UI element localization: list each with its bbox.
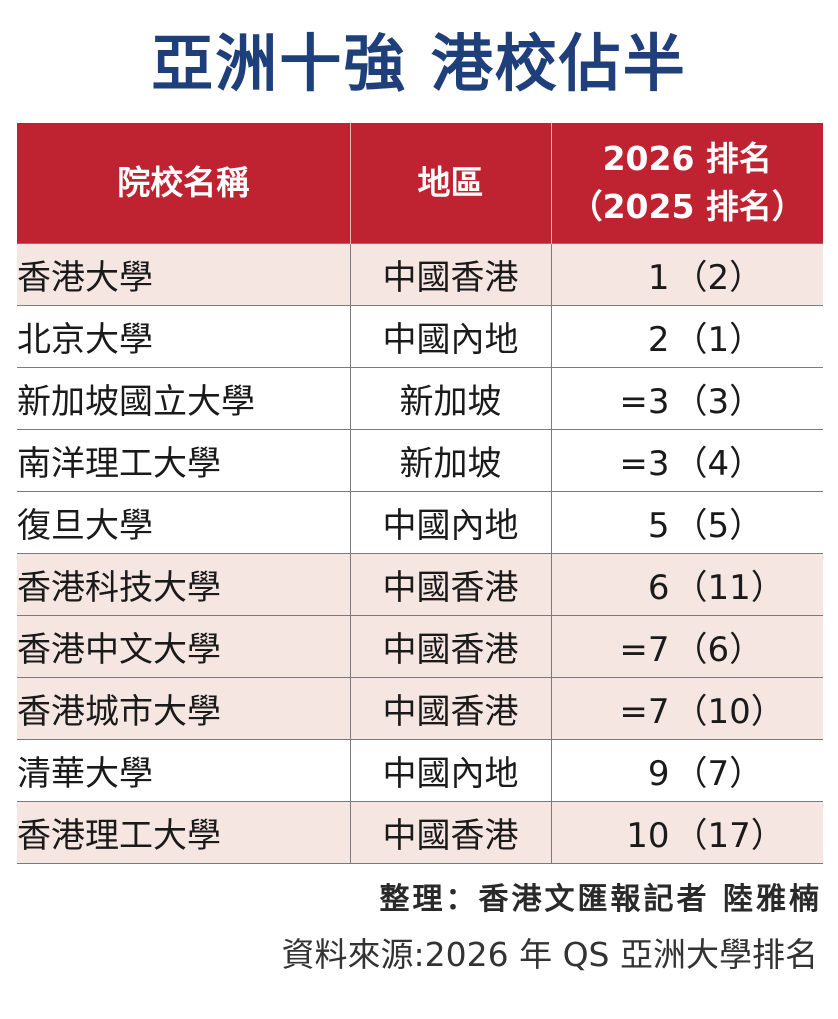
header-name: 院校名稱: [17, 123, 351, 244]
table-row: 南洋理工大學 新加坡 =3 （4）: [17, 429, 823, 492]
table-row: 復旦大學 中國內地 5 （5）: [17, 491, 823, 554]
cell-university-name: 南洋理工大學: [17, 429, 351, 492]
cell-rank: =7 （10）: [551, 677, 823, 740]
cell-region: 中國內地: [350, 491, 552, 554]
ranking-table: 院校名稱 地區 2026 排名 （2025 排名） 香港大學 中國香港 1 （2） 北京…: [17, 123, 823, 864]
rank-2025: （17）: [673, 816, 785, 856]
rank-2025: （2）: [673, 258, 764, 298]
rank-2026: 9: [647, 754, 670, 794]
rank-2026: 2: [647, 320, 670, 360]
table-row: 香港中文大學 中國香港 =7 （6）: [17, 615, 823, 678]
header-region: 地區: [350, 123, 552, 244]
cell-region: 中國香港: [350, 243, 552, 306]
table-row: 香港大學 中國香港 1 （2）: [17, 243, 823, 306]
rank-2026: =3: [619, 444, 670, 484]
cell-university-name: 香港中文大學: [17, 615, 351, 678]
cell-rank: 5 （5）: [551, 491, 823, 554]
cell-university-name: 香港科技大學: [17, 553, 351, 616]
cell-university-name: 香港理工大學: [17, 801, 351, 864]
cell-rank: 2 （1）: [551, 305, 823, 368]
cell-region: 新加坡: [350, 367, 552, 430]
header-rank-2026: 2026 排名: [602, 139, 772, 179]
cell-university-name: 新加坡國立大學: [17, 367, 351, 430]
cell-rank: =7 （6）: [551, 615, 823, 678]
cell-university-name: 復旦大學: [17, 491, 351, 554]
cell-university-name: 香港城市大學: [17, 677, 351, 740]
rank-2025: （5）: [673, 506, 764, 546]
rank-2025: （4）: [673, 444, 764, 484]
cell-region: 新加坡: [350, 429, 552, 492]
cell-rank: 1 （2）: [551, 243, 823, 306]
table-header-row: 院校名稱 地區 2026 排名 （2025 排名）: [17, 123, 823, 244]
table-row: 香港城市大學 中國香港 =7 （10）: [17, 677, 823, 740]
table-body: 香港大學 中國香港 1 （2） 北京大學 中國內地 2 （1） 新加坡國立大學 新加坡 =3 （3）南…: [17, 243, 823, 864]
table-row: 香港理工大學 中國香港 10 （17）: [17, 801, 823, 864]
page-title: 亞洲十強 港校佔半: [151, 27, 687, 100]
cell-rank: =3 （4）: [551, 429, 823, 492]
cell-university-name: 清華大學: [17, 739, 351, 802]
rank-2026: 10: [626, 816, 670, 856]
cell-university-name: 北京大學: [17, 305, 351, 368]
credit-line: 整理：香港文匯報記者 陸雅楠: [379, 882, 822, 917]
rank-2025: （1）: [673, 320, 764, 360]
rank-2025: （11）: [673, 568, 785, 608]
rank-2026: 1: [647, 258, 670, 298]
rank-2026: 6: [647, 568, 670, 608]
rank-2025: （6）: [673, 630, 764, 670]
cell-region: 中國內地: [350, 739, 552, 802]
rank-2026: =3: [619, 382, 670, 422]
table-row: 北京大學 中國內地 2 （1）: [17, 305, 823, 368]
cell-region: 中國香港: [350, 615, 552, 678]
source-line: 資料來源:2026 年 QS 亞洲大學排名: [281, 935, 819, 974]
rank-2026: =7: [619, 630, 670, 670]
table-row: 清華大學 中國內地 9 （7）: [17, 739, 823, 802]
rank-2025: （7）: [673, 754, 764, 794]
rank-2026: =7: [619, 692, 670, 732]
table-row: 新加坡國立大學 新加坡 =3 （3）: [17, 367, 823, 430]
header-rank: 2026 排名 （2025 排名）: [551, 123, 823, 244]
cell-rank: 10 （17）: [551, 801, 823, 864]
cell-region: 中國香港: [350, 677, 552, 740]
header-rank-2025: （2025 排名）: [569, 187, 805, 226]
rank-2025: （10）: [673, 692, 785, 732]
rank-2025: （3）: [673, 382, 764, 422]
cell-region: 中國內地: [350, 305, 552, 368]
cell-region: 中國香港: [350, 801, 552, 864]
cell-rank: 6 （11）: [551, 553, 823, 616]
cell-university-name: 香港大學: [17, 243, 351, 306]
cell-rank: 9 （7）: [551, 739, 823, 802]
table-row: 香港科技大學 中國香港 6 （11）: [17, 553, 823, 616]
cell-region: 中國香港: [350, 553, 552, 616]
rank-2026: 5: [647, 506, 670, 546]
cell-rank: =3 （3）: [551, 367, 823, 430]
